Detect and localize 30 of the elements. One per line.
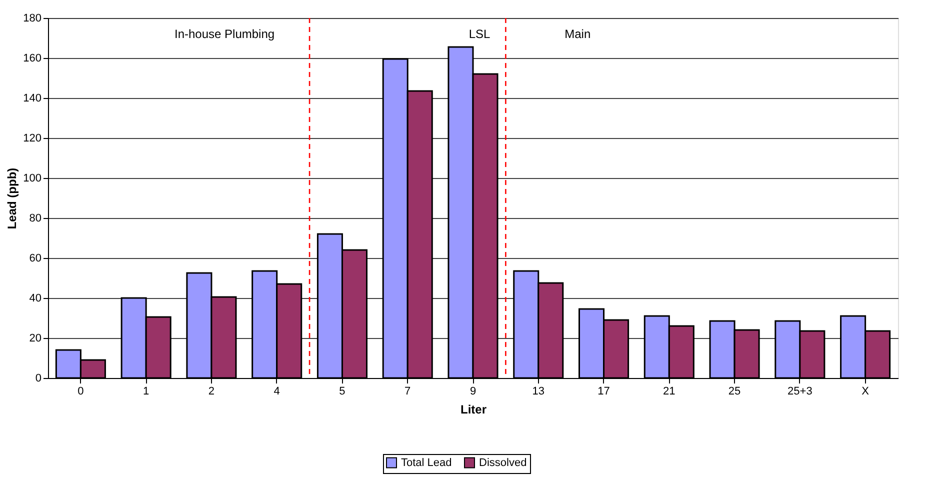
y-tick-label: 120	[23, 132, 42, 144]
x-tick-label: 21	[663, 386, 676, 398]
annotation: In-house Plumbing	[174, 27, 275, 41]
x-tick-label: 7	[404, 386, 411, 398]
y-tick-label: 100	[23, 172, 42, 184]
y-tick-label: 60	[29, 252, 42, 264]
x-tick-label: 25	[728, 386, 741, 398]
x-axis-title: Liter	[460, 402, 487, 416]
x-tick-label: X	[862, 386, 870, 398]
y-tick-label: 80	[29, 212, 42, 224]
x-tick-label: 9	[470, 386, 476, 398]
x-tick-label: 0	[78, 386, 84, 398]
x-tick-label: 1	[143, 386, 150, 398]
y-axis-title: Lead (ppb)	[5, 168, 20, 230]
y-tick-label: 40	[29, 292, 42, 304]
y-tick-label: 180	[23, 12, 42, 24]
legend-label: Total Lead	[401, 456, 452, 469]
y-tick-label: 20	[29, 332, 42, 344]
legend-label: Dissolved	[479, 456, 527, 469]
x-tick-label: 4	[274, 386, 280, 398]
x-tick-label: 5	[339, 386, 346, 398]
annotation: Main	[564, 27, 591, 41]
x-tick-label: 2	[208, 386, 215, 398]
x-tick-label: 17	[598, 386, 610, 398]
y-tick-label: 140	[23, 92, 42, 104]
x-tick-label: 13	[532, 386, 545, 398]
x-tick-label: 25+3	[788, 386, 812, 398]
y-tick-label: 160	[23, 52, 42, 64]
annotation: LSL	[468, 27, 491, 41]
y-tick-label: 0	[35, 372, 42, 384]
